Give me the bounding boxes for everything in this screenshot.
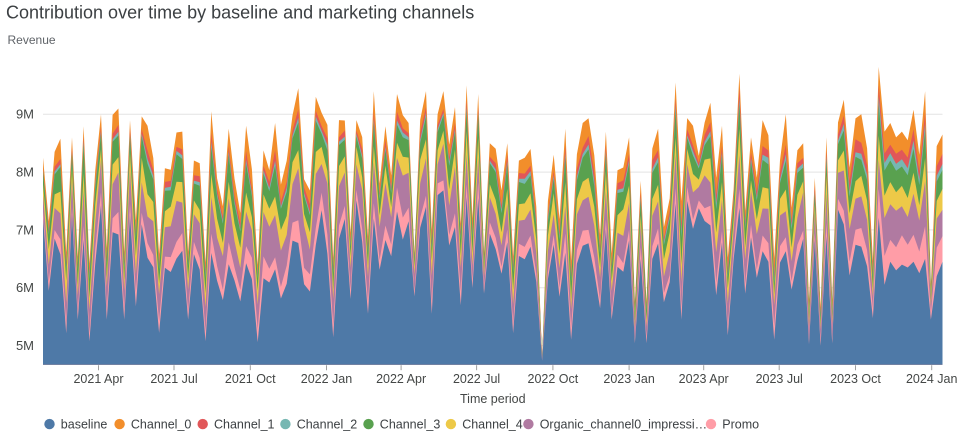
svg-text:2021 Apr: 2021 Apr — [73, 372, 123, 386]
svg-text:Channel_2: Channel_2 — [297, 417, 358, 431]
svg-text:Channel_0: Channel_0 — [131, 417, 192, 431]
svg-text:2022 Oct: 2022 Oct — [528, 372, 579, 386]
svg-text:2023 Apr: 2023 Apr — [679, 372, 729, 386]
svg-text:2023 Jul: 2023 Jul — [756, 372, 803, 386]
svg-text:baseline: baseline — [61, 417, 108, 431]
svg-text:Channel_3: Channel_3 — [380, 417, 441, 431]
svg-text:2022 Jan: 2022 Jan — [301, 372, 352, 386]
svg-text:2021 Oct: 2021 Oct — [225, 372, 276, 386]
svg-text:Channel_4: Channel_4 — [462, 417, 523, 431]
svg-text:Promo: Promo — [722, 417, 759, 431]
svg-text:Contribution over time by base: Contribution over time by baseline and m… — [6, 3, 474, 23]
svg-text:2022 Apr: 2022 Apr — [376, 372, 426, 386]
svg-text:2021 Jul: 2021 Jul — [150, 372, 197, 386]
svg-text:6M: 6M — [16, 280, 34, 295]
svg-text:Time period: Time period — [460, 392, 526, 406]
svg-text:8M: 8M — [16, 165, 34, 180]
svg-text:7M: 7M — [16, 222, 34, 237]
svg-text:2023 Jan: 2023 Jan — [603, 372, 654, 386]
svg-text:9M: 9M — [16, 107, 34, 122]
svg-text:Organic_channel0_impressi…: Organic_channel0_impressi… — [540, 417, 707, 431]
svg-text:2023 Oct: 2023 Oct — [830, 372, 881, 386]
svg-text:5M: 5M — [16, 338, 34, 353]
svg-text:Revenue: Revenue — [8, 33, 56, 47]
svg-text:2022 Jul: 2022 Jul — [453, 372, 500, 386]
svg-text:Channel_1: Channel_1 — [214, 417, 275, 431]
svg-text:2024 Jan: 2024 Jan — [906, 372, 957, 386]
